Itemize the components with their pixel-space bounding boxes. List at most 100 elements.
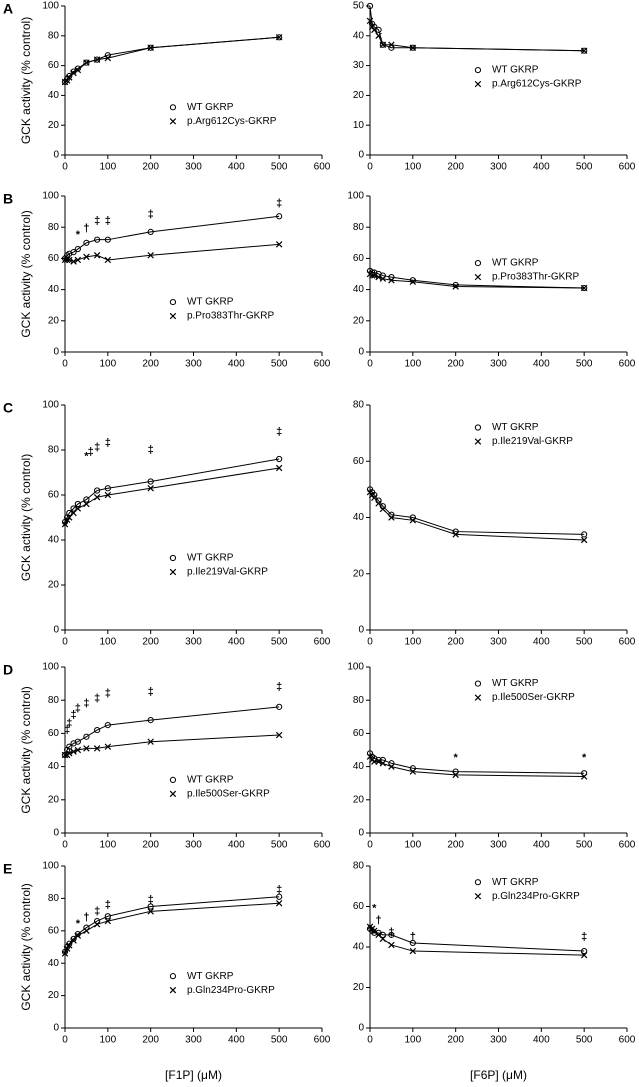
x-tick-label: 500 (576, 1035, 593, 1046)
marker (104, 485, 111, 492)
y-tick-label: 60 (48, 60, 60, 71)
marker (104, 913, 111, 920)
fit-line (64, 467, 280, 525)
marker (63, 256, 71, 264)
y-tick-label: 20 (48, 990, 60, 1001)
y-tick-label: 40 (353, 761, 365, 772)
fit-line (369, 489, 585, 535)
y-tick-label: 100 (347, 191, 364, 202)
marker (580, 284, 588, 292)
y-tick-label: 40 (353, 512, 365, 523)
x-tick-label: 600 (619, 162, 636, 173)
x-tick-label: 200 (142, 840, 159, 851)
x-tick-label: 100 (404, 1035, 421, 1046)
marker (452, 283, 459, 290)
marker (409, 277, 416, 284)
legend-label: WT GKRP (492, 678, 539, 689)
x-tick-label: 100 (99, 1035, 116, 1046)
marker (74, 505, 82, 512)
marker (147, 478, 154, 485)
annotation: ‡ (148, 894, 154, 906)
y-tick-label: 30 (353, 60, 365, 71)
y-tick-label: 80 (48, 893, 60, 904)
marker (104, 917, 112, 925)
marker (93, 56, 101, 63)
x-tick-label: 600 (314, 359, 331, 370)
marker (275, 900, 283, 907)
x-tick-label: 100 (99, 162, 116, 173)
legend-marker (474, 259, 482, 267)
marker (276, 703, 283, 710)
x-tick-label: 300 (185, 359, 202, 370)
legend-label: WT GKRP (187, 102, 234, 113)
y-tick-label: 80 (353, 695, 365, 706)
x-tick-label: 600 (314, 840, 331, 851)
marker (94, 487, 101, 494)
x-tick-label: 0 (62, 840, 68, 851)
marker (104, 491, 112, 499)
x-tick-label: 300 (185, 162, 202, 173)
x-tick-label: 500 (576, 637, 593, 648)
y-tick-label: 0 (53, 150, 59, 161)
legend-marker (474, 438, 482, 445)
annotation: ‡ (71, 709, 77, 721)
y-tick-label: 60 (48, 728, 60, 739)
x-tick-label: 200 (447, 162, 464, 173)
y-tick-label: 100 (42, 400, 59, 411)
marker (375, 26, 382, 33)
y-tick-label: 0 (358, 150, 364, 161)
y-tick-label: 60 (353, 901, 365, 912)
marker (70, 505, 77, 512)
marker (366, 2, 374, 10)
marker (74, 738, 81, 745)
y-tick-label: 60 (353, 456, 365, 467)
marker (70, 748, 77, 755)
x-tick-label: 300 (185, 1035, 202, 1046)
marker (147, 908, 154, 915)
x-tick-label: 100 (404, 840, 421, 851)
annotation: ‡ (64, 724, 70, 736)
annotation: ‡ (83, 697, 89, 709)
legend-marker (169, 986, 177, 994)
y-tick-label: 100 (347, 662, 364, 673)
y-tick-label: 10 (353, 120, 365, 131)
annotation: ‡ (388, 927, 394, 939)
y-axis-label: GCK activity (% control) (19, 883, 33, 1010)
x-tick-label: 200 (142, 1035, 159, 1046)
x-tick-label: 500 (576, 162, 593, 173)
x-tick-label: 500 (576, 840, 593, 851)
x-tick-label: 200 (447, 359, 464, 370)
y-tick-label: 60 (353, 728, 365, 739)
marker (580, 773, 588, 780)
marker (388, 763, 395, 770)
marker (276, 213, 283, 220)
x-tick-label: 600 (314, 162, 331, 173)
y-tick-label: 80 (48, 695, 60, 706)
annotation: ‡ (66, 717, 72, 729)
marker (74, 245, 81, 253)
fit-line (64, 215, 280, 259)
x-tick-label: 400 (533, 162, 550, 173)
legend-marker (169, 118, 177, 125)
legend-marker (474, 66, 482, 74)
marker (379, 931, 386, 938)
marker (74, 256, 82, 264)
fit-line (64, 36, 280, 83)
x-tick-label: 0 (367, 637, 373, 648)
marker (104, 743, 112, 750)
marker (379, 275, 387, 282)
marker (83, 239, 90, 246)
panel-label: D (3, 662, 13, 678)
legend-marker (474, 879, 482, 886)
y-tick-label: 0 (358, 347, 364, 358)
marker (83, 733, 90, 740)
x-tick-label: 400 (228, 359, 245, 370)
marker (94, 726, 101, 734)
y-tick-label: 0 (53, 828, 59, 839)
legend-marker (169, 554, 177, 562)
y-tick-label: 40 (48, 535, 60, 546)
y-tick-label: 100 (42, 662, 59, 673)
panel-label: B (3, 191, 13, 207)
annotation: ‡ (276, 426, 282, 438)
